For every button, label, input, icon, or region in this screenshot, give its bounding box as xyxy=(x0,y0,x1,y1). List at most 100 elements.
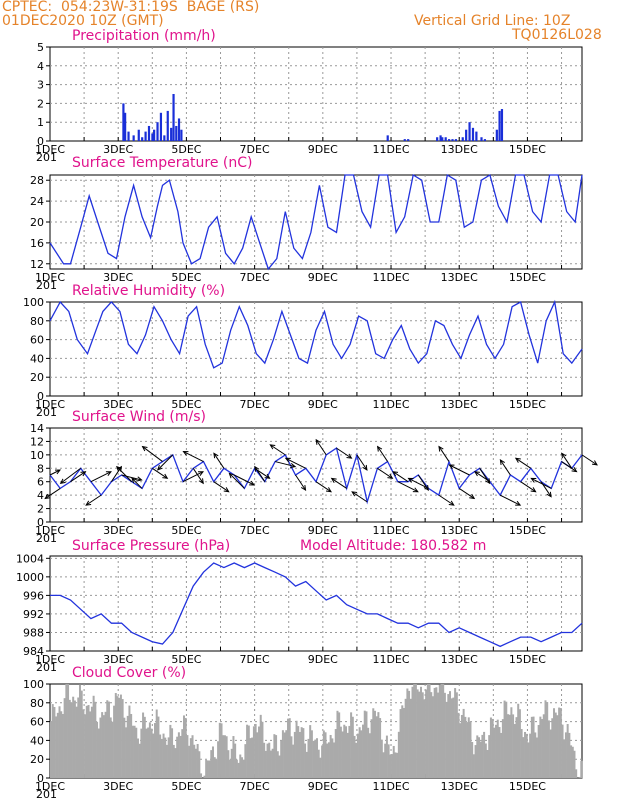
cloud-bar xyxy=(140,728,143,778)
cloud-bar xyxy=(143,716,146,778)
cloud-xtick-label: 7DEC xyxy=(240,780,270,793)
pressure-ytick-label: 992 xyxy=(23,608,44,621)
temp-ytick-label: 16 xyxy=(30,237,44,250)
cloud-bar xyxy=(186,735,189,778)
wind-arrow-head xyxy=(228,472,235,479)
precip-bar xyxy=(170,127,173,141)
cloud-bar xyxy=(297,726,300,778)
cloud-bar xyxy=(61,713,64,778)
cloud-bar xyxy=(450,698,453,778)
wind-arrow-head xyxy=(85,500,92,506)
temp-title: Surface Temperature (nC) xyxy=(72,155,253,171)
precip-year-label: 201 xyxy=(36,151,57,164)
wind-arrow xyxy=(515,457,532,469)
cloud-bar xyxy=(414,684,417,778)
cloud-bar xyxy=(121,699,124,778)
cloud-xtick-label: 15DEC xyxy=(509,780,546,793)
cloud-bar xyxy=(181,729,184,778)
precip-bar xyxy=(465,129,468,141)
cloud-bar xyxy=(227,750,230,778)
wind-arrow-head xyxy=(485,478,491,485)
wind-arrow xyxy=(351,491,368,503)
cloud-bar xyxy=(218,722,221,778)
cloud-bar xyxy=(558,707,561,778)
precip-bar xyxy=(451,139,454,141)
cloud-bar xyxy=(316,738,319,778)
cloud-bar xyxy=(331,738,334,778)
wind-xtick-label: 13DEC xyxy=(441,524,478,537)
cloud-bar xyxy=(493,727,496,778)
cloud-bar xyxy=(329,734,332,778)
wind-arrow xyxy=(85,494,102,506)
precip-bar xyxy=(480,137,483,141)
wind-arrow-head xyxy=(54,469,62,475)
cloud-bar xyxy=(351,716,354,778)
cloud-bar xyxy=(87,705,90,778)
precip-bar xyxy=(407,139,410,141)
cloud-bar xyxy=(568,732,571,778)
cloud-bar xyxy=(367,727,370,778)
cloud-bar xyxy=(449,691,452,778)
wind-arrow xyxy=(116,466,133,483)
cloud-bar xyxy=(162,733,165,778)
cloud-bar xyxy=(384,743,387,778)
cloud-bar xyxy=(80,690,83,778)
cloud-bar xyxy=(177,732,180,778)
wind-arrow xyxy=(377,446,389,462)
cloud-bar xyxy=(464,716,467,778)
precip-bar xyxy=(454,139,458,141)
cloud-bar xyxy=(363,710,366,778)
cloud-bar xyxy=(360,730,363,778)
cloud-bar xyxy=(164,737,167,778)
wind-xtick-label: 15DEC xyxy=(509,524,546,537)
precip-bar xyxy=(180,129,183,141)
cloud-bar xyxy=(433,687,436,778)
cloud-bar xyxy=(196,743,199,778)
precip-bar xyxy=(132,135,135,141)
cloud-bar xyxy=(394,752,397,778)
wind-arrow-head xyxy=(80,471,87,477)
cloud-bar xyxy=(358,727,361,778)
wind-arrow-head xyxy=(197,471,205,476)
wind-arrow-head xyxy=(182,451,189,456)
cloud-bar xyxy=(268,742,271,778)
cloud-bar xyxy=(99,717,102,778)
cloud-bar xyxy=(298,731,301,778)
cloud-bar xyxy=(215,759,218,778)
cloud-bar xyxy=(483,731,486,778)
rh-xtick-label: 5DEC xyxy=(171,398,201,411)
precip-bar xyxy=(137,129,140,141)
cloud-bar xyxy=(375,716,378,778)
wind-arrow-head xyxy=(362,464,368,471)
wind-arrow-head xyxy=(315,438,321,445)
cloud-bar xyxy=(522,737,525,778)
rh-xtick-label: 7DEC xyxy=(240,398,270,411)
cloud-bar xyxy=(534,732,537,778)
wind-arrow xyxy=(121,474,142,481)
wind-arrow xyxy=(499,459,511,476)
cloud-title: Cloud Cover (%) xyxy=(72,665,187,681)
wind-xtick-label: 3DEC xyxy=(103,524,133,537)
cloud-bar xyxy=(387,744,390,778)
cloud-bar xyxy=(344,726,347,778)
temp-panel: 12 16 20 24 28 1DEC 3DEC 5DEC 7DEC 9DEC 11DEC 13DEC… xyxy=(30,173,583,292)
wind-arrow-head xyxy=(571,467,578,473)
precip-bar xyxy=(444,137,447,141)
rh-ytick-label: 60 xyxy=(30,334,44,347)
cloud-bar xyxy=(152,733,155,778)
precip-ytick-label: 5 xyxy=(37,41,44,54)
wind-arrow-head xyxy=(136,476,143,482)
cloud-bar xyxy=(172,744,175,778)
cloud-bar xyxy=(462,708,465,778)
cloud-bar xyxy=(234,743,237,778)
cloud-bar xyxy=(244,744,247,778)
cloud-bar xyxy=(84,714,87,778)
cloud-bar xyxy=(229,759,232,778)
cloud-bar xyxy=(285,730,288,778)
cloud-bar xyxy=(133,725,136,778)
cloud-bar xyxy=(575,769,578,778)
cloud-bar xyxy=(167,737,170,778)
cloud-bar xyxy=(261,721,264,778)
cloud-bar xyxy=(309,725,312,778)
wind-arrow-head xyxy=(254,465,260,472)
